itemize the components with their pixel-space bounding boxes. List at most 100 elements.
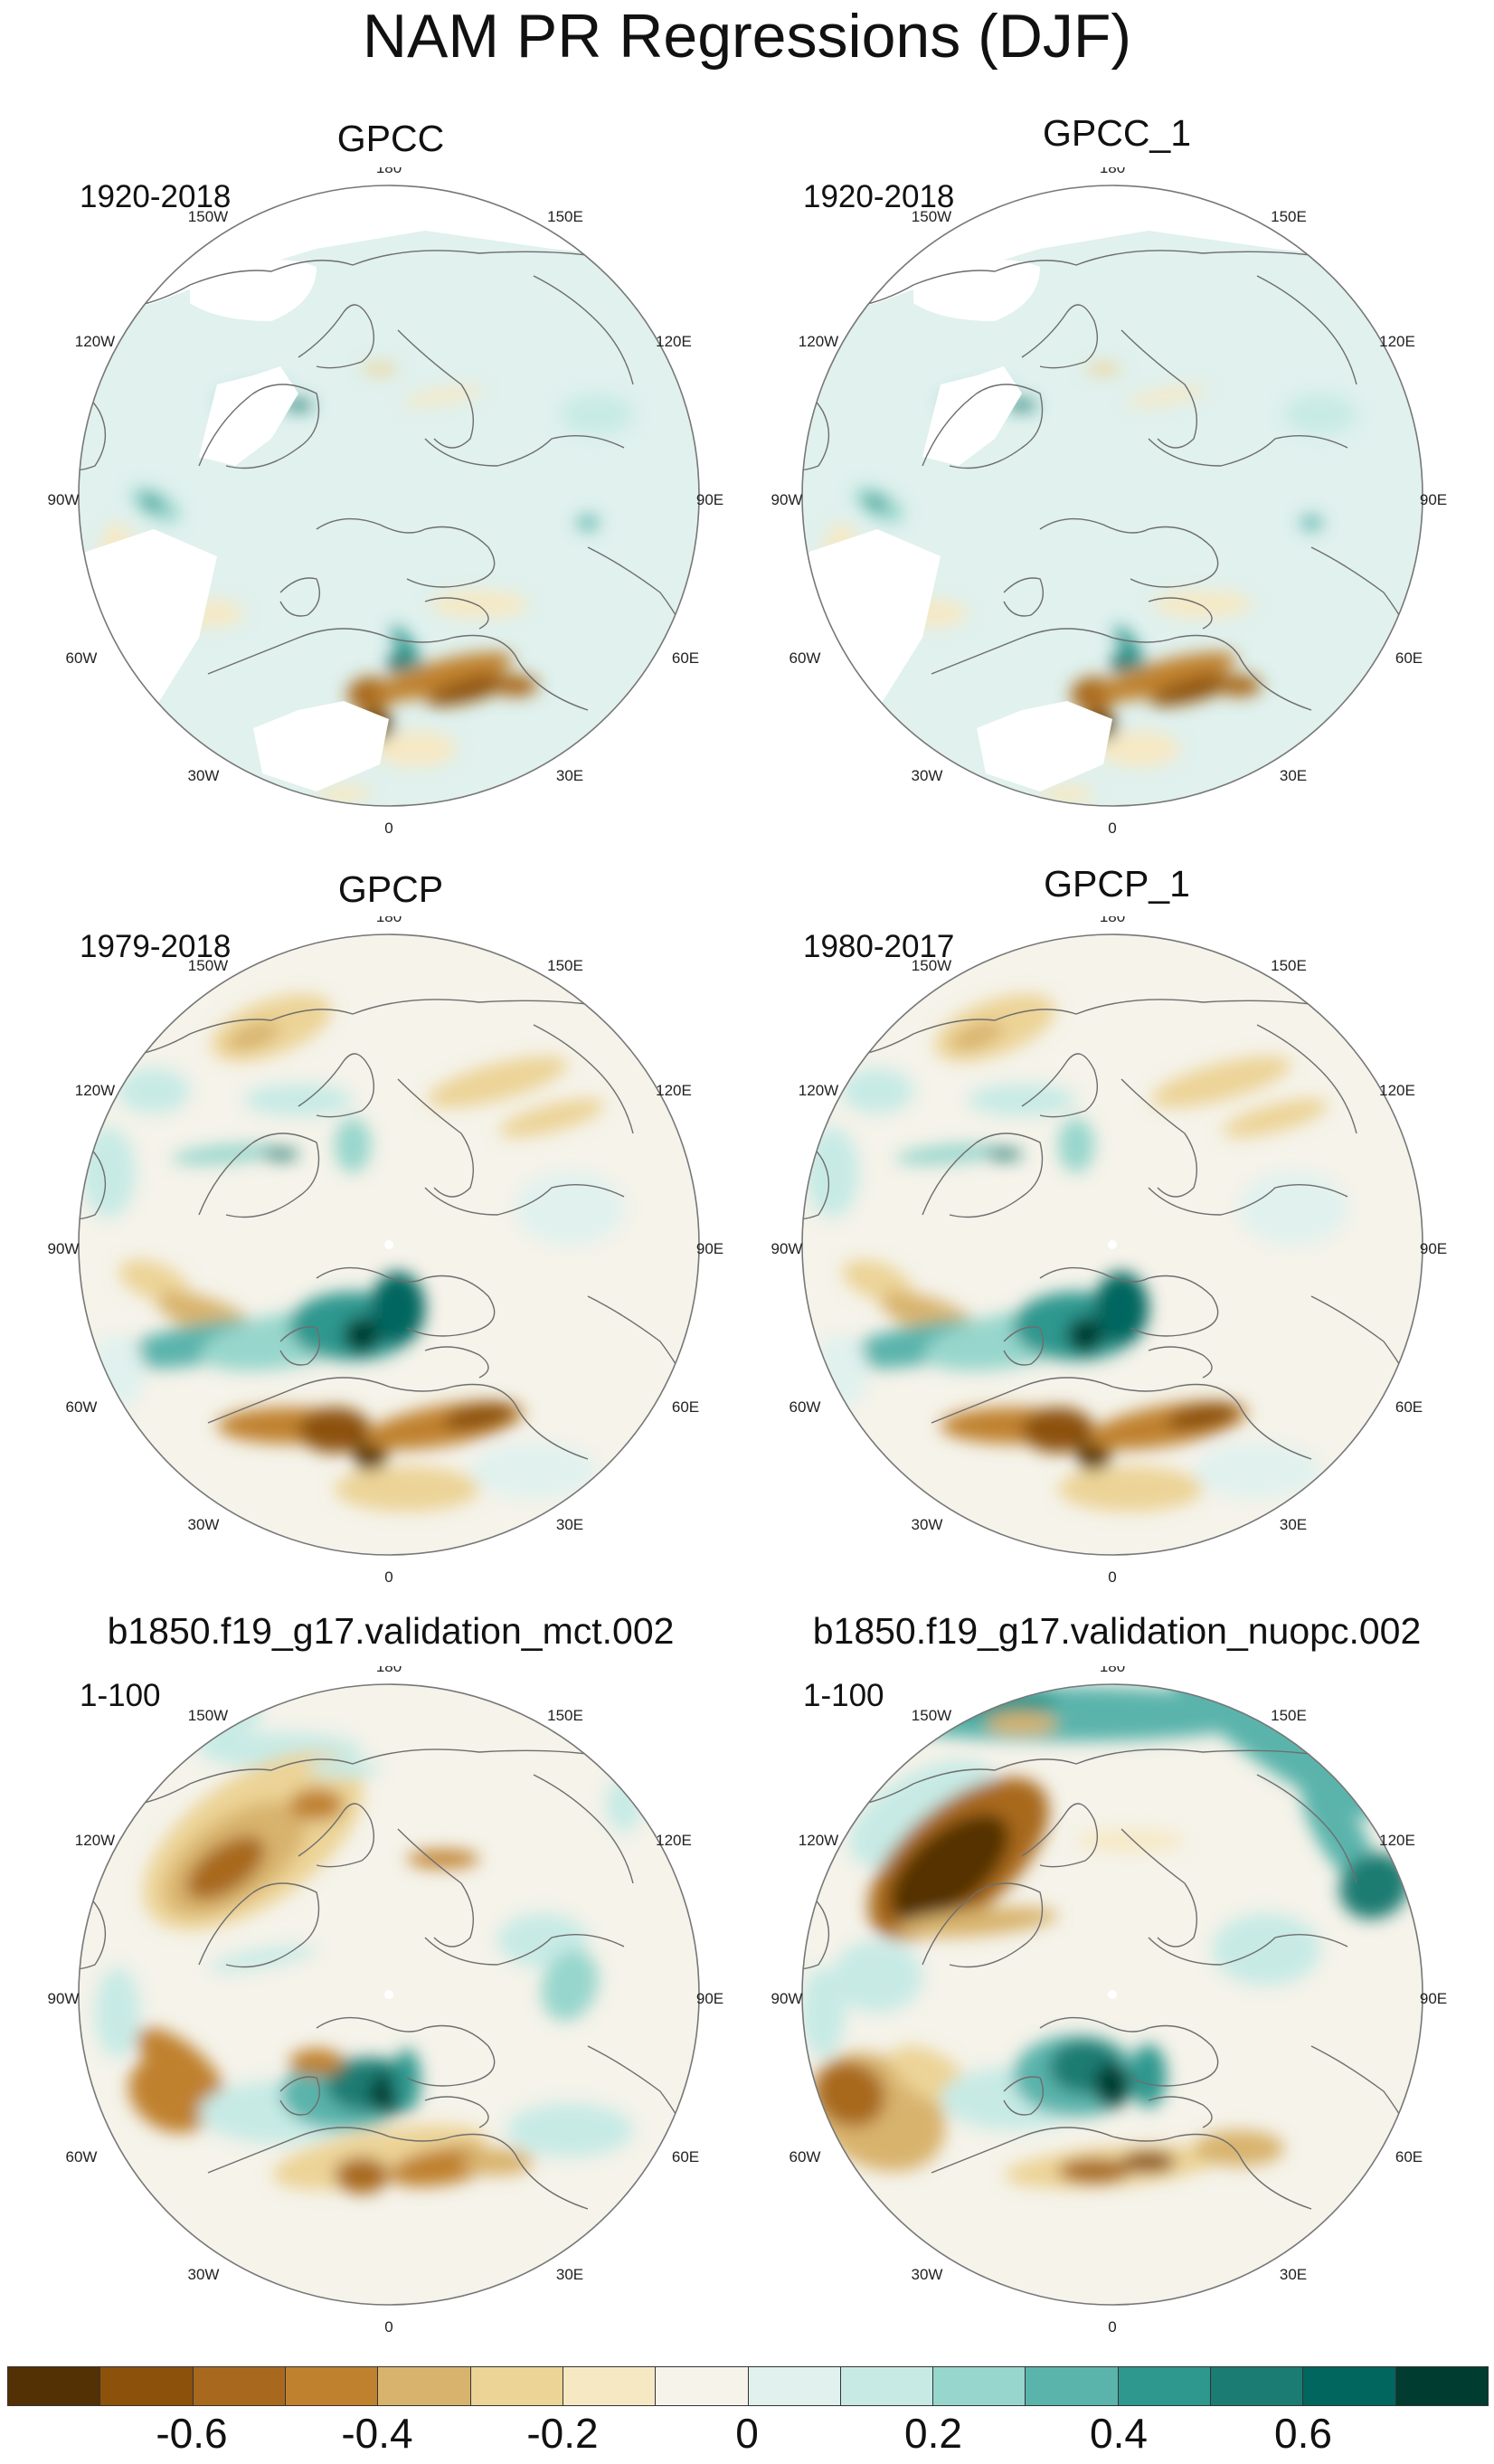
map-panel-gpcp: 180 150W 150E 120W 120E 90W 90E 60W 60E 30W 30E 0: [48, 916, 724, 1586]
regression-anomaly: [506, 2103, 633, 2157]
regression-anomaly: [362, 364, 398, 374]
longitude-label: 90E: [1420, 491, 1447, 508]
longitude-label: 150E: [1271, 1707, 1307, 1724]
regression-anomaly: [1085, 364, 1121, 374]
longitude-label: 30E: [556, 767, 583, 784]
panel-title-gpcc-1: GPCC_1: [1042, 112, 1192, 154]
longitude-label: 120E: [1379, 333, 1415, 350]
longitude-label: 120E: [1379, 1832, 1415, 1849]
longitude-label: 180: [376, 1666, 402, 1675]
pole-hole: [384, 1240, 393, 1249]
regression-anomaly: [895, 1143, 1004, 1165]
longitude-label: 90E: [1420, 1990, 1447, 2007]
regression-anomaly: [118, 1068, 190, 1114]
regression-anomaly: [1076, 1830, 1185, 1852]
regression-anomaly: [1194, 2130, 1284, 2166]
longitude-label: 150W: [188, 208, 228, 225]
regression-anomaly: [298, 1407, 371, 1453]
regression-anomaly: [1096, 651, 1237, 702]
longitude-label: 180: [1100, 1666, 1125, 1675]
colorbar-cell: [470, 2367, 563, 2405]
regression-anomaly: [968, 1084, 1076, 1116]
regression-anomaly: [1058, 2158, 1130, 2184]
regression-anomaly: [1067, 1317, 1103, 1353]
longitude-label: 90W: [48, 491, 80, 508]
colorbar-cell: [656, 2367, 749, 2405]
longitude-label: 150E: [547, 1707, 583, 1724]
panel-title-mct: b1850.f19_g17.validation_mct.002: [107, 1610, 675, 1652]
longitude-label: 30E: [556, 1516, 583, 1533]
colorbar-cell: [1211, 2367, 1304, 2405]
regression-anomaly: [1212, 1913, 1320, 1985]
longitude-label: 120W: [799, 333, 838, 350]
longitude-label: 180: [1100, 916, 1125, 925]
map-panel-gpcc: 180 150W 150E 120W 120E 90W 90E 60W 60E 30W 30E 0: [48, 167, 724, 837]
longitude-label: 150W: [912, 208, 951, 225]
colorbar-cell: [1026, 2367, 1119, 2405]
regression-anomaly: [142, 495, 162, 511]
regression-anomaly: [186, 1835, 266, 1900]
map-panel-gpcc-1: 180 150W 150E 120W 120E 90W 90E 60W 60E 30W 30E 0: [771, 167, 1448, 837]
regression-anomaly: [865, 495, 885, 511]
colorbar-label: 0: [735, 2410, 759, 2457]
longitude-label: 120E: [656, 333, 692, 350]
regression-anomaly: [1239, 1172, 1347, 1245]
regression-anomaly: [427, 1056, 568, 1108]
regression-anomaly: [289, 1788, 344, 1821]
colorbar-label: 0.4: [1090, 2410, 1148, 2457]
map-panel-gpcp-1: 180 150W 150E 120W 120E 90W 90E 60W 60E 30W 30E 0: [771, 916, 1448, 1586]
panel-years-mct: 1-100: [80, 1678, 161, 1713]
longitude-label: 30W: [912, 2266, 943, 2283]
longitude-label: 90W: [48, 1240, 80, 1257]
longitude-label: 60W: [790, 649, 821, 667]
longitude-label: 90W: [771, 491, 803, 508]
regression-anomaly: [986, 1712, 1058, 1734]
regression-anomaly: [387, 653, 409, 673]
longitude-label: 120W: [799, 1082, 838, 1099]
longitude-label: 60W: [790, 1398, 821, 1416]
regression-anomaly: [1150, 1056, 1291, 1108]
longitude-label: 120W: [75, 1832, 115, 1849]
colorbar-cell: [100, 2367, 194, 2405]
longitude-label: 0: [1108, 820, 1116, 837]
regression-anomaly: [317, 785, 371, 803]
longitude-label: 30W: [912, 1516, 943, 1533]
colorbar-label: 0.2: [904, 2410, 962, 2457]
regression-anomaly: [1284, 394, 1357, 434]
longitude-label: 0: [1108, 1568, 1116, 1586]
map-boundary: [801, 1683, 1423, 2306]
pole-hole: [384, 1990, 393, 1999]
regression-anomaly: [95, 1967, 140, 2058]
precipitation-field: [79, 994, 699, 1512]
map-background: [802, 185, 1423, 806]
regression-anomaly: [430, 591, 529, 618]
longitude-label: 150W: [188, 957, 228, 974]
longitude-label: 0: [384, 2318, 392, 2336]
precipitation-field: [79, 1687, 699, 2210]
longitude-label: 60E: [1395, 1398, 1423, 1416]
colorbar-cell: [8, 2367, 101, 2405]
regression-anomaly: [1099, 731, 1180, 767]
longitude-label: 0: [1108, 2318, 1116, 2336]
longitude-label: 30W: [188, 1516, 220, 1533]
regression-anomaly: [407, 1850, 479, 1868]
regression-anomaly: [1194, 1444, 1320, 1498]
longitude-label: 180: [376, 167, 402, 176]
longitude-label: 180: [1100, 167, 1125, 176]
regression-anomaly: [118, 1259, 189, 1303]
regression-anomaly: [208, 1945, 317, 1972]
longitude-label: 60E: [1395, 2148, 1423, 2165]
longitude-label: 30E: [1280, 767, 1307, 784]
colorbar-cell: [748, 2367, 841, 2405]
regression-anomaly: [1167, 1402, 1239, 1431]
regression-anomaly: [371, 1272, 425, 1344]
longitude-label: 90W: [48, 1990, 80, 2007]
regression-anomaly: [392, 625, 422, 674]
colorbar-label: -0.4: [341, 2410, 413, 2457]
pole-hole: [1108, 1990, 1117, 1999]
longitude-label: 150W: [188, 1707, 228, 1724]
longitude-label: 150E: [547, 957, 583, 974]
regression-anomaly: [470, 1444, 597, 1498]
longitude-label: 0: [384, 820, 392, 837]
longitude-label: 0: [384, 1568, 392, 1586]
